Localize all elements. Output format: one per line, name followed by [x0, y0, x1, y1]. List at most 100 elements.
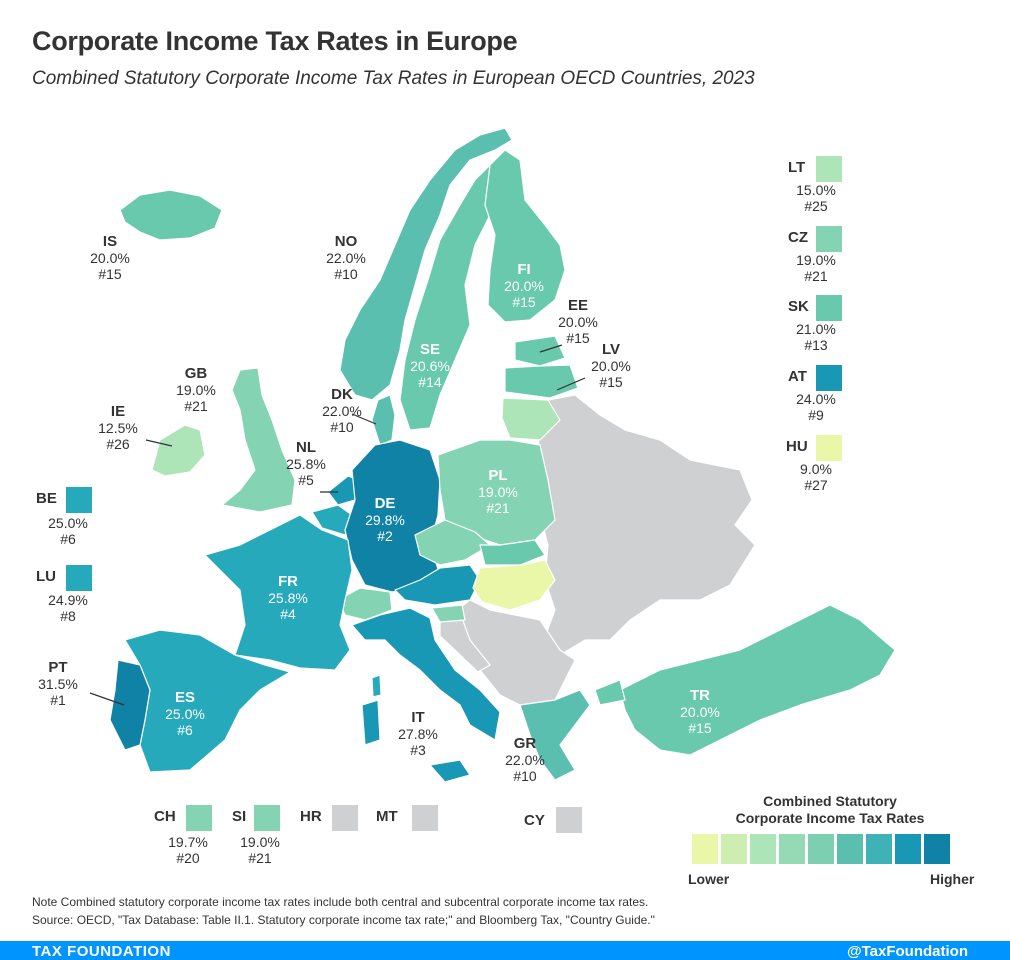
label-de-rank: #2 [377, 528, 393, 544]
label-fi-rank: #15 [512, 294, 536, 310]
side-at-rate: 24.0% [796, 391, 836, 407]
scale-cell [866, 834, 892, 864]
side-lt-code: LT [788, 159, 806, 176]
bottom-mt-code: MT [376, 808, 398, 825]
label-pl-code: PL [488, 467, 508, 484]
label-nl-rank: #5 [298, 472, 314, 488]
left-be-rate: 25.0% [48, 515, 88, 531]
bottom-cy-swatch [556, 807, 582, 833]
country-iceland [119, 189, 223, 241]
label-it-rate: 27.8% [398, 726, 438, 742]
label-gb-code: GB [184, 365, 208, 382]
country-czech [414, 519, 491, 566]
bottom-ch-rate: 19.7% [168, 834, 208, 850]
left-be-values: 25.0% #6 [40, 515, 96, 547]
label-is-code: IS [102, 233, 118, 250]
label-ie-rank: #26 [106, 436, 130, 452]
label-pl-rank: #21 [486, 500, 510, 516]
label-es-code: ES [174, 689, 195, 706]
side-at-code: AT [788, 368, 807, 385]
label-de-rate: 29.8% [365, 512, 405, 528]
side-lt-swatch [816, 156, 842, 182]
footer-brand: TAX FOUNDATION [32, 943, 171, 960]
label-fr-rank: #4 [280, 606, 296, 622]
bottom-ch-rank: #20 [176, 850, 200, 866]
side-sk-rate: 21.0% [796, 321, 836, 337]
left-lu-code-wrap: LU [36, 569, 64, 585]
label-fi-rate: 20.0% [504, 278, 544, 294]
page-title: Corporate Income Tax Rates in Europe [32, 26, 518, 56]
left-lu-rank: #8 [60, 608, 76, 624]
color-scale [692, 834, 950, 864]
label-ee: EE 20.0% #15 [550, 297, 606, 347]
side-sk-values: 21.0% #13 [788, 321, 844, 353]
bottom-si-swatch [254, 805, 280, 831]
left-lu-values: 24.9% #8 [40, 592, 96, 624]
label-nl: NL 25.8% #5 [278, 440, 334, 489]
label-tr-code: TR [690, 687, 710, 704]
scale-cell [808, 834, 834, 864]
label-pt-rank: #1 [50, 692, 66, 708]
label-is: IS 20.0% #15 [82, 233, 138, 283]
side-hu-rank: #27 [804, 477, 828, 493]
left-lu-rate: 24.9% [48, 592, 88, 608]
bottom-cy-code-wrap: CY [524, 813, 554, 829]
side-lt-rate: 15.0% [796, 182, 836, 198]
footer-bar: TAX FOUNDATION @TaxFoundation [0, 941, 1010, 960]
scale-cell [721, 834, 747, 864]
label-tr-rank: #15 [688, 720, 712, 736]
side-hu-code-wrap: HU [786, 439, 812, 455]
label-se-code: SE [419, 341, 440, 358]
bottom-mt-swatch [412, 805, 438, 831]
footer-handle[interactable]: @TaxFoundation [846, 943, 968, 960]
country-ireland [151, 424, 206, 477]
label-gb-rate: 19.0% [176, 382, 216, 398]
bottom-si-values: 19.0% #21 [232, 834, 288, 866]
label-gr-rate: 22.0% [505, 752, 545, 768]
country-estonia [514, 335, 566, 367]
country-slovakia [479, 539, 546, 566]
bottom-ch-code: CH [154, 808, 176, 825]
label-es-rate: 25.0% [165, 706, 205, 722]
left-be-swatch [66, 487, 92, 513]
region-eastern-europe [537, 394, 756, 656]
side-hu-swatch [816, 435, 842, 461]
side-cz-swatch [816, 226, 842, 252]
bottom-si-code-wrap: SI [232, 809, 254, 825]
label-fr: FR 25.8% #4 [260, 574, 316, 623]
country-turkey-thrace [594, 679, 626, 706]
legend-title: Combined Statutory Corporate Income Tax … [690, 793, 970, 827]
label-gb: GB 19.0% #21 [168, 365, 224, 415]
island-corsica [371, 674, 382, 698]
bottom-hr-swatch [332, 805, 358, 831]
label-gb-rank: #21 [184, 398, 208, 414]
side-lt-rank: #25 [804, 198, 828, 214]
label-pt: PT 31.5% #1 [30, 660, 86, 709]
label-no-rate: 22.0% [326, 250, 366, 266]
island-sicily [429, 759, 471, 783]
page-subtitle: Combined Statutory Corporate Income Tax … [32, 68, 755, 89]
side-hu-code: HU [786, 438, 808, 455]
side-cz-rate: 19.0% [796, 252, 836, 268]
country-uk [221, 367, 296, 513]
side-at-rank: #9 [808, 407, 824, 423]
label-no: NO 22.0% #10 [318, 234, 374, 283]
scale-cell [779, 834, 805, 864]
label-lv-rank: #15 [599, 374, 623, 390]
label-ee-code: EE [567, 297, 588, 314]
country-slovenia [431, 604, 466, 623]
side-sk-code-wrap: SK [788, 299, 812, 315]
side-sk-code: SK [788, 298, 809, 315]
side-lt-code-wrap: LT [788, 160, 812, 176]
country-france [204, 514, 353, 671]
bottom-si-rate: 19.0% [240, 834, 280, 850]
country-turkey [619, 604, 896, 756]
label-lv-code: LV [601, 341, 621, 358]
bottom-mt-code-wrap: MT [376, 809, 410, 825]
label-tr: TR 20.0% #15 [672, 687, 728, 737]
label-de-code: DE [374, 495, 396, 512]
side-cz-rank: #21 [804, 268, 828, 284]
label-pl-rate: 19.0% [478, 484, 518, 500]
side-at-values: 24.0% #9 [788, 391, 844, 423]
